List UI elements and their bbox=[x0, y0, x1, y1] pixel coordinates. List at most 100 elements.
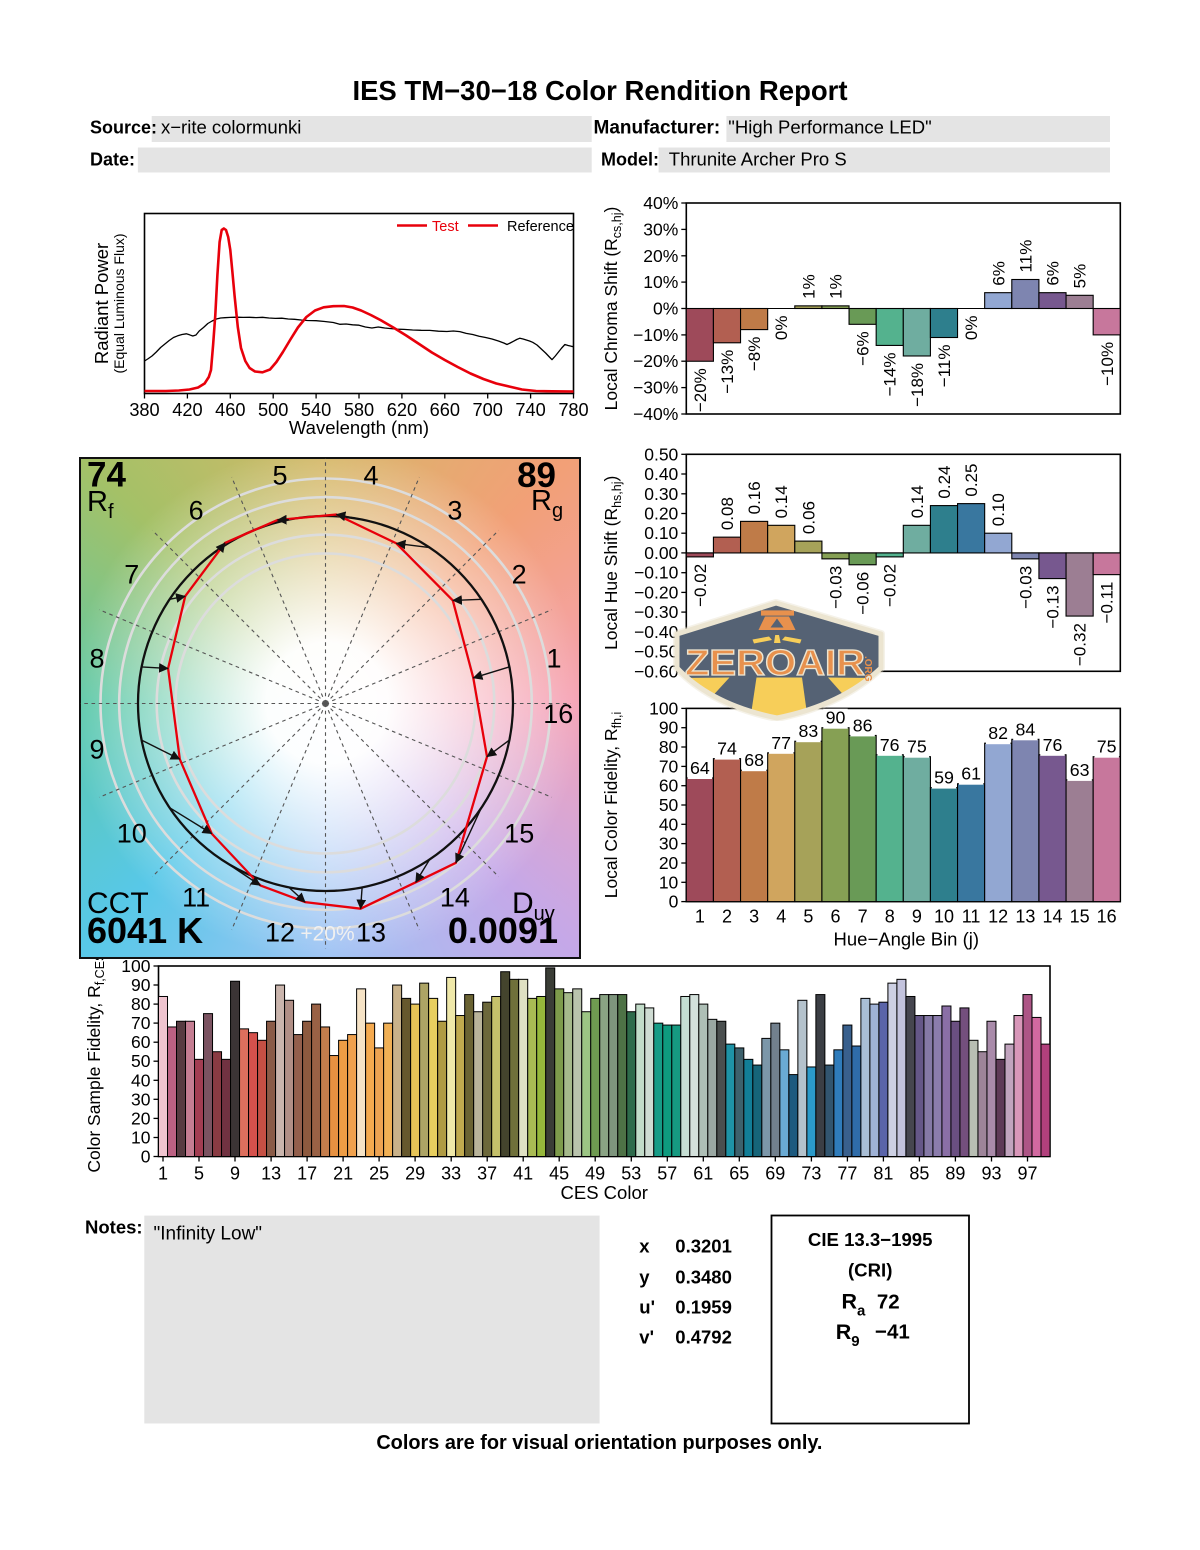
svg-text:−0.50: −0.50 bbox=[634, 642, 679, 662]
svg-text:2: 2 bbox=[722, 907, 732, 927]
svg-text:70: 70 bbox=[131, 1013, 151, 1033]
svg-text:3: 3 bbox=[749, 907, 759, 927]
svg-text:0.4792: 0.4792 bbox=[675, 1327, 732, 1348]
svg-text:0%: 0% bbox=[962, 316, 981, 341]
svg-text:420: 420 bbox=[172, 400, 202, 420]
svg-text:97: 97 bbox=[1017, 1164, 1037, 1184]
svg-text:6%: 6% bbox=[1044, 261, 1063, 286]
svg-text:83: 83 bbox=[799, 721, 819, 741]
svg-text:74: 74 bbox=[717, 739, 737, 759]
svg-text:CCT: CCT bbox=[87, 887, 149, 920]
svg-text:−40%: −40% bbox=[633, 404, 678, 424]
svg-text:90: 90 bbox=[826, 708, 846, 728]
svg-text:68: 68 bbox=[744, 750, 764, 770]
svg-text:380: 380 bbox=[129, 400, 159, 420]
svg-text:Local Hue Shift (Rhs,hj): Local Hue Shift (Rhs,hj) bbox=[601, 476, 624, 650]
svg-text:90: 90 bbox=[131, 975, 151, 995]
svg-text:5: 5 bbox=[194, 1164, 204, 1184]
svg-text:0.30: 0.30 bbox=[644, 484, 678, 504]
svg-text:0%: 0% bbox=[653, 299, 678, 319]
svg-text:89: 89 bbox=[945, 1164, 965, 1184]
svg-text:82: 82 bbox=[988, 723, 1008, 743]
svg-text:4: 4 bbox=[363, 460, 378, 490]
svg-text:−0.10: −0.10 bbox=[634, 563, 679, 583]
svg-text:5: 5 bbox=[803, 907, 813, 927]
svg-text:59: 59 bbox=[934, 768, 954, 788]
svg-text:Ra: Ra bbox=[842, 1290, 867, 1320]
svg-text:Local Chroma Shift (Rcs,hj): Local Chroma Shift (Rcs,hj) bbox=[601, 207, 624, 411]
svg-text:−8%: −8% bbox=[745, 337, 764, 372]
svg-text:v': v' bbox=[639, 1327, 654, 1348]
svg-text:1: 1 bbox=[158, 1164, 168, 1184]
svg-text:72: 72 bbox=[877, 1291, 900, 1314]
svg-text:11: 11 bbox=[962, 907, 981, 927]
svg-text:86: 86 bbox=[853, 715, 873, 735]
svg-text:89: 89 bbox=[517, 457, 556, 495]
svg-text:65: 65 bbox=[729, 1164, 749, 1184]
svg-text:81: 81 bbox=[873, 1164, 893, 1184]
svg-text:−13%: −13% bbox=[718, 350, 737, 394]
svg-text:0.10: 0.10 bbox=[644, 523, 678, 543]
svg-text:−0.60: −0.60 bbox=[634, 661, 679, 681]
svg-text:y: y bbox=[639, 1267, 650, 1288]
svg-text:10%: 10% bbox=[643, 272, 678, 292]
svg-text:−18%: −18% bbox=[908, 363, 927, 407]
svg-text:64: 64 bbox=[690, 758, 710, 778]
svg-text:30: 30 bbox=[131, 1089, 151, 1109]
svg-text:60: 60 bbox=[131, 1032, 151, 1052]
svg-text:21: 21 bbox=[333, 1164, 353, 1184]
svg-text:100: 100 bbox=[649, 698, 678, 718]
svg-text:77: 77 bbox=[837, 1164, 857, 1184]
svg-text:20: 20 bbox=[659, 853, 679, 873]
svg-text:76: 76 bbox=[1043, 735, 1063, 755]
svg-text:CIE 13.3−1995: CIE 13.3−1995 bbox=[808, 1229, 933, 1250]
svg-text:−14%: −14% bbox=[881, 352, 900, 396]
svg-text:33: 33 bbox=[441, 1164, 461, 1184]
svg-text:−30%: −30% bbox=[633, 378, 678, 398]
svg-text:9: 9 bbox=[89, 734, 104, 764]
svg-text:Local Color Fidelity, Rfh,i: Local Color Fidelity, Rfh,i bbox=[601, 712, 624, 899]
svg-text:0.25: 0.25 bbox=[962, 464, 981, 497]
svg-text:Radiant Power: Radiant Power bbox=[91, 243, 112, 364]
svg-text:76: 76 bbox=[880, 735, 900, 755]
svg-text:7: 7 bbox=[858, 907, 868, 927]
svg-text:−0.06: −0.06 bbox=[854, 572, 873, 615]
svg-text:0: 0 bbox=[141, 1147, 151, 1167]
svg-text:10: 10 bbox=[116, 818, 146, 848]
svg-text:7: 7 bbox=[124, 559, 139, 589]
svg-text:30%: 30% bbox=[643, 219, 678, 239]
svg-text:13: 13 bbox=[261, 1164, 281, 1184]
svg-text:30: 30 bbox=[659, 834, 679, 854]
svg-text:−0.03: −0.03 bbox=[827, 566, 846, 609]
svg-text:780: 780 bbox=[558, 400, 588, 420]
svg-text:0.14: 0.14 bbox=[772, 485, 791, 518]
svg-text:49: 49 bbox=[585, 1164, 605, 1184]
svg-text:−11%: −11% bbox=[935, 345, 954, 388]
svg-text:11%: 11% bbox=[1016, 240, 1035, 273]
svg-text:3: 3 bbox=[447, 495, 462, 525]
svg-text:16: 16 bbox=[543, 699, 573, 729]
svg-text:"High Performance LED": "High Performance LED" bbox=[728, 117, 931, 138]
svg-text:6: 6 bbox=[830, 907, 840, 927]
svg-text:12: 12 bbox=[988, 907, 1008, 927]
svg-text:0: 0 bbox=[669, 892, 679, 912]
svg-text:540: 540 bbox=[301, 400, 331, 420]
svg-text:13: 13 bbox=[355, 917, 385, 947]
svg-text:70: 70 bbox=[659, 756, 679, 776]
svg-text:ZEROAIR: ZEROAIR bbox=[685, 642, 865, 683]
svg-text:100: 100 bbox=[121, 956, 150, 976]
svg-text:0.08: 0.08 bbox=[718, 497, 737, 530]
svg-text:Test: Test bbox=[432, 219, 459, 235]
svg-text:x−rite colormunki: x−rite colormunki bbox=[161, 117, 301, 138]
svg-text:0.3480: 0.3480 bbox=[675, 1267, 732, 1288]
svg-text:14: 14 bbox=[439, 882, 469, 912]
svg-text:80: 80 bbox=[659, 737, 679, 757]
svg-text:75: 75 bbox=[1097, 737, 1117, 757]
svg-text:90: 90 bbox=[659, 718, 679, 738]
svg-text:75: 75 bbox=[907, 737, 927, 757]
svg-text:17: 17 bbox=[297, 1164, 317, 1184]
svg-text:1: 1 bbox=[546, 643, 561, 673]
svg-text:−0.40: −0.40 bbox=[634, 622, 679, 642]
svg-text:6041 K: 6041 K bbox=[87, 910, 203, 951]
svg-text:−6%: −6% bbox=[854, 331, 873, 366]
